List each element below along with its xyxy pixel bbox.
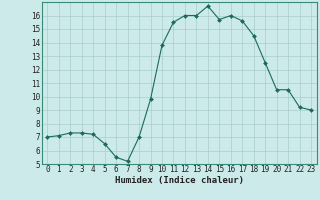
X-axis label: Humidex (Indice chaleur): Humidex (Indice chaleur) (115, 176, 244, 185)
